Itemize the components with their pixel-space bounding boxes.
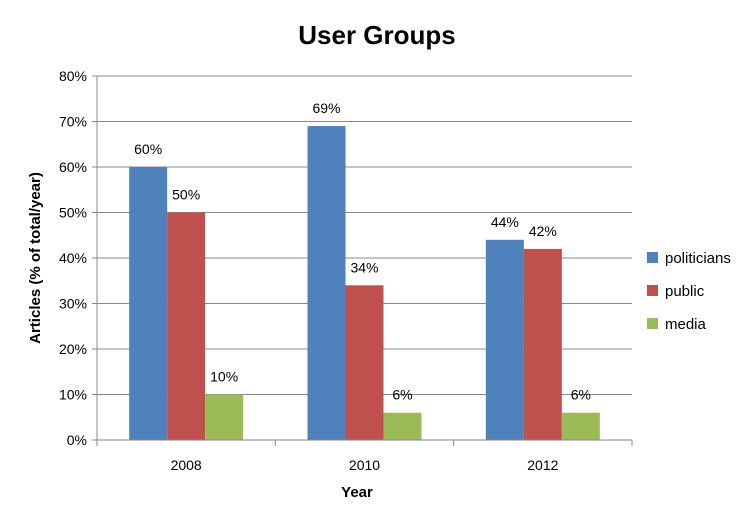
bar-media-2010 [383,412,422,440]
legend-swatch-politicians [647,252,658,263]
y-tick-label: 60% [59,159,87,175]
data-label-public-2008: 50% [172,187,200,203]
bar-public-2012 [523,248,562,440]
x-axis-ticks: 2008 2010 2012 [96,440,633,473]
bar-media-2008 [205,394,244,440]
data-label-media-2008: 10% [210,369,238,385]
data-label-public-2010: 34% [350,259,378,275]
y-tick-label: 70% [59,114,87,130]
axes [96,76,632,441]
legend-label-public: public [665,283,705,300]
y-tick-label: 20% [59,341,87,357]
legend-label-politicians: politicians [665,250,731,267]
y-tick-label: 80% [59,68,87,84]
bars [129,126,600,441]
y-tick-label: 30% [59,296,87,312]
x-axis-title: Year [341,484,373,501]
data-label-media-2010: 6% [392,387,412,403]
data-label-politicians-2012: 44% [491,214,519,230]
legend-swatch-media [647,318,658,329]
bar-media-2012 [561,412,600,440]
bar-politicians-2010 [307,126,346,441]
legend-label-media: media [665,316,707,333]
y-tick-label: 10% [59,387,87,403]
chart-title: User Groups [298,20,456,50]
y-tick-label: 0% [67,432,87,448]
y-axis-ticks: 0% 10% 20% 30% 40% 50% 60% 70% 80% [59,68,97,448]
bar-public-2008 [167,212,206,440]
bar-politicians-2008 [129,167,168,440]
y-axis-title: Articles (% of total/year) [27,172,44,344]
y-tick-label: 40% [59,250,87,266]
legend: politicians public media [647,250,731,333]
data-label-public-2012: 42% [529,223,557,239]
legend-swatch-public [647,285,658,296]
data-labels: 60% 50% 10% 69% 34% 6% 44% 42% 6% [134,100,591,403]
x-tick-label: 2010 [349,457,380,473]
data-label-politicians-2010: 69% [312,100,340,116]
bar-politicians-2012 [485,239,524,440]
data-label-politicians-2008: 60% [134,141,162,157]
data-label-media-2012: 6% [571,387,591,403]
y-tick-label: 50% [59,205,87,221]
x-tick-label: 2012 [527,457,558,473]
x-tick-label: 2008 [171,457,202,473]
bar-public-2010 [345,285,384,440]
